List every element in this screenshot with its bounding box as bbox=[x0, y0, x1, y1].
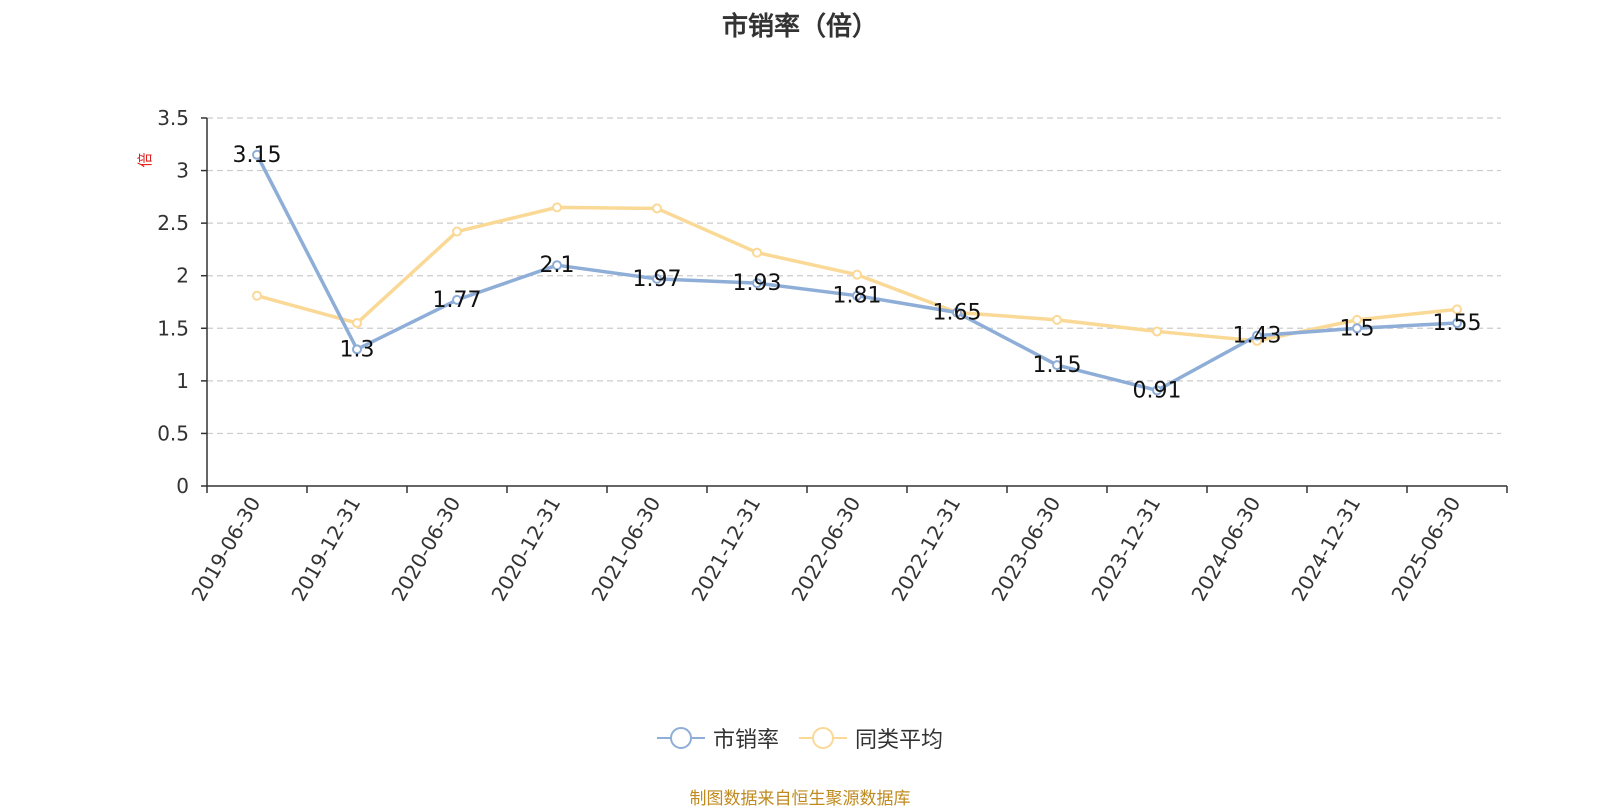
series-2-point bbox=[752, 247, 762, 258]
y-tick-label: 2 bbox=[176, 264, 189, 288]
x-tick-label: 2020-06-30 bbox=[386, 493, 465, 606]
label-layer: 3.15 1.3 1.77 2.1 1.97 1.93 1.81 1.65 1.15 0.91 1.… bbox=[233, 143, 1482, 404]
series-1-point bbox=[1052, 360, 1062, 371]
x-tick-label: 2019-06-30 bbox=[186, 493, 265, 606]
series-2-point bbox=[1452, 304, 1462, 315]
series-2-point bbox=[552, 202, 562, 213]
x-tick-label: 2025-06-30 bbox=[1386, 493, 1465, 606]
series-2-point bbox=[1152, 326, 1162, 337]
data-label: 0.91 bbox=[1133, 378, 1182, 403]
data-label: 3.15 bbox=[233, 143, 282, 168]
grid-layer bbox=[207, 117, 1501, 435]
y-tick-label: 0.5 bbox=[157, 421, 189, 445]
series-1-point bbox=[1452, 318, 1462, 329]
x-tick-label: 2024-12-31 bbox=[1286, 493, 1365, 606]
legend-label-series-1: 市销率 bbox=[712, 728, 779, 753]
x-tick-label: 2022-12-31 bbox=[886, 493, 965, 606]
legend-label-series-2: 同类平均 bbox=[855, 728, 944, 753]
legend-marker-series-2 bbox=[799, 727, 847, 749]
data-label: 1.97 bbox=[633, 267, 682, 292]
y-tick-label: 1 bbox=[176, 369, 189, 393]
series-1-point bbox=[952, 307, 962, 318]
data-label: 1.81 bbox=[833, 284, 882, 309]
x-tick-label: 2023-12-31 bbox=[1086, 493, 1165, 606]
series-1-point bbox=[1252, 330, 1262, 341]
y-tick-label: 3 bbox=[176, 159, 189, 183]
series-2-point bbox=[452, 226, 462, 237]
series-1-point bbox=[852, 290, 862, 301]
x-tick-label: 2022-06-30 bbox=[786, 493, 865, 606]
y-tick-label: 0 bbox=[176, 474, 189, 498]
x-tick-label: 2020-12-31 bbox=[486, 493, 565, 606]
series-2-point bbox=[1052, 314, 1062, 325]
series-2-point bbox=[652, 203, 662, 214]
series-2-point bbox=[252, 290, 262, 301]
data-label: 1.5 bbox=[1340, 316, 1375, 341]
source-note: 制图数据来自恒生聚源数据库 bbox=[689, 789, 911, 809]
data-label: 1.55 bbox=[1433, 311, 1482, 336]
series-1-point bbox=[652, 273, 662, 284]
series-1-point bbox=[252, 149, 262, 160]
series-1-point bbox=[552, 260, 562, 271]
series-2-point bbox=[852, 269, 862, 280]
series-layer bbox=[252, 149, 1462, 396]
series-1-point bbox=[352, 344, 362, 355]
series-1-point bbox=[752, 278, 762, 289]
series-1-point bbox=[1152, 385, 1162, 396]
data-label: 1.15 bbox=[1033, 353, 1082, 378]
legend-item-series-2[interactable]: 同类平均 bbox=[799, 722, 943, 754]
legend-marker-series-1 bbox=[656, 727, 705, 749]
series-1-point bbox=[1352, 323, 1362, 334]
x-tick-label: 2021-12-31 bbox=[686, 493, 765, 606]
series-2-point bbox=[352, 318, 362, 329]
x-tick-label: 2024-06-30 bbox=[1186, 493, 1265, 606]
y-tick-label: 1.5 bbox=[157, 316, 189, 340]
y-tick-label: 3.5 bbox=[157, 106, 189, 130]
x-tick-label: 2023-06-30 bbox=[986, 493, 1065, 606]
legend: 市销率 同类平均 bbox=[0, 722, 1600, 754]
data-label: 1.65 bbox=[933, 301, 982, 326]
x-tick-label: 2021-06-30 bbox=[586, 493, 665, 606]
y-tick-label: 2.5 bbox=[157, 211, 189, 235]
y-axis-label: 倍 bbox=[136, 152, 154, 167]
data-label: 1.43 bbox=[1233, 324, 1282, 349]
legend-item-series-1[interactable]: 市销率 bbox=[656, 722, 779, 754]
x-tick-label: 2019-12-31 bbox=[286, 493, 365, 606]
data-label: 1.3 bbox=[340, 337, 375, 362]
data-label: 1.93 bbox=[733, 271, 782, 296]
data-label: 1.77 bbox=[433, 288, 482, 313]
data-label: 2.1 bbox=[540, 253, 575, 278]
chart-title: 市销率（倍） bbox=[721, 12, 878, 42]
series-1-point bbox=[452, 294, 462, 305]
